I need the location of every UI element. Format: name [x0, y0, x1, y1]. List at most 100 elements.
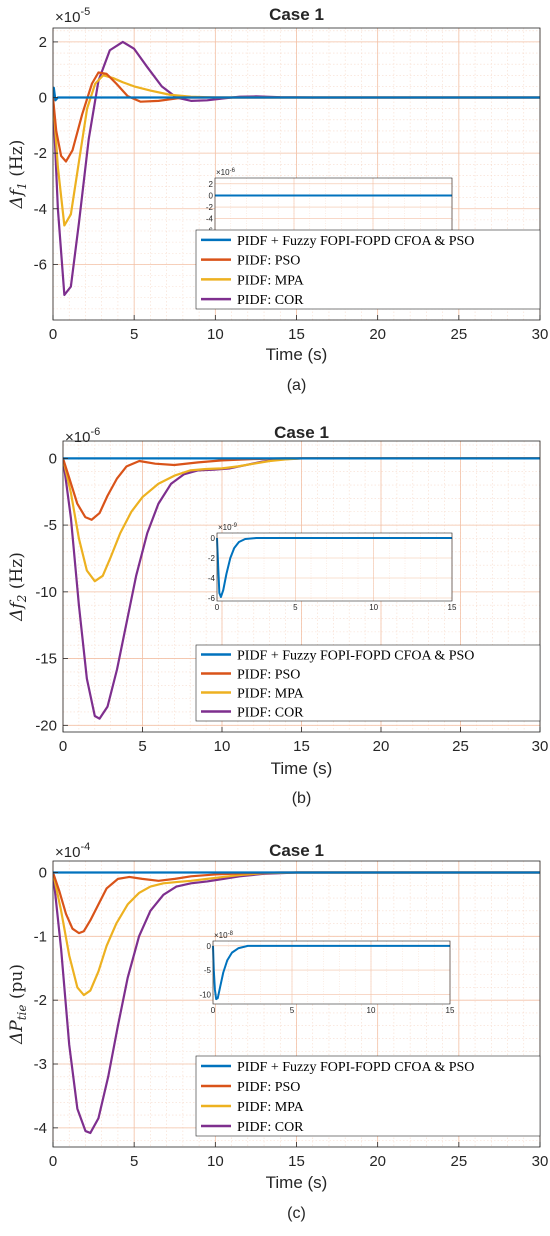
y-axis-label: Δf1 (Hz)	[7, 140, 29, 210]
y-tick-label: -2	[34, 992, 47, 1009]
y-tick-label: 0	[39, 864, 47, 881]
inset-exponent: ×10-9	[218, 523, 238, 532]
y-tick-label: -1	[34, 928, 47, 945]
inset-y-tick-label: -5	[204, 966, 212, 975]
y-exponent: ×10-6	[65, 426, 100, 446]
x-tick-label: 25	[450, 1153, 467, 1170]
series-group	[53, 871, 540, 1135]
y-tick-label: -3	[34, 1056, 47, 1073]
legend: PIDF + Fuzzy FOPI-FOPD CFOA & PSO PIDF: P…	[195, 644, 541, 722]
inset-box	[212, 940, 451, 1005]
panel-1: 0 5 10 15 20 25 300-5-10-15-20×10-6 Case 1Time …	[7, 423, 548, 807]
series-line-1	[53, 71, 540, 163]
legend-entry-0: PIDF + Fuzzy FOPI-FOPD CFOA & PSO	[237, 1060, 474, 1075]
inset-exponent: ×10-6	[216, 168, 236, 177]
inset-series-line	[212, 944, 450, 1001]
inset-plot: 0-5-100 5 10 15×10-8	[199, 931, 455, 1015]
legend: PIDF + Fuzzy FOPI-FOPD CFOA & PSO PIDF: P…	[195, 229, 541, 310]
x-tick-label: 0	[59, 738, 67, 755]
x-tick-label: 20	[373, 738, 390, 755]
y-tick-label: -15	[35, 651, 57, 668]
panel-caption: (c)	[287, 1205, 306, 1222]
series-line-3	[53, 871, 540, 1135]
inset-exponent: ×10-8	[214, 931, 234, 940]
legend-entry-1: PIDF: PSO	[237, 668, 300, 683]
inset-y-tick-label: -2	[206, 203, 214, 212]
y-tick-label: 2	[39, 34, 47, 51]
inset-area	[213, 941, 450, 1004]
x-tick-label: 5	[138, 738, 146, 755]
x-axis-label: Time (s)	[266, 1173, 328, 1192]
legend-entry-3: PIDF: COR	[237, 706, 304, 721]
inset-series-line	[216, 537, 452, 598]
y-tick-label: 0	[39, 90, 47, 107]
legend-entry-0: PIDF + Fuzzy FOPI-FOPD CFOA & PSO	[237, 234, 474, 249]
series-line-2	[53, 871, 540, 997]
chart-title: Case 1	[269, 5, 324, 24]
inset-x-tick-label: 0	[215, 603, 220, 612]
x-tick-label: 10	[207, 326, 224, 343]
panel-caption: (a)	[287, 377, 307, 394]
y-tick-label: -10	[35, 584, 57, 601]
inset-y-tick-label: 0	[207, 942, 212, 951]
inset-y-tick-label: -2	[208, 554, 216, 563]
panel-2: 0 5 10 15 20 25 30 0 -1 -2 -3 -4 ×10-4 Case 1 Time (s)…	[7, 841, 548, 1222]
series-group	[53, 40, 540, 297]
y-tick-label: -4	[34, 201, 47, 218]
y-tick-label: -5	[44, 517, 57, 534]
x-tick-label: 0	[49, 1153, 57, 1170]
legend-entry-1: PIDF: PSO	[237, 1080, 300, 1095]
y-axis-label: Δf2 (Hz)	[7, 552, 29, 622]
series-line-0	[53, 86, 540, 102]
inset-y-tick-label: 0	[211, 534, 216, 543]
panel-caption: (b)	[292, 790, 312, 807]
inset-x-tick-label: 5	[290, 1006, 295, 1015]
inset-y-tick-label: -4	[208, 574, 216, 583]
inset-y-tick-label: -6	[208, 594, 216, 603]
legend-entry-1: PIDF: PSO	[237, 254, 300, 269]
chart-title: Case 1	[274, 423, 329, 442]
y-tick-label: -6	[34, 256, 47, 273]
series-group	[63, 457, 540, 720]
legend-entry-3: PIDF: COR	[237, 1120, 304, 1135]
x-tick-label: 0	[49, 326, 57, 343]
inset-y-tick-label: 2	[209, 180, 214, 189]
inset-x-tick-label: 0	[211, 1006, 216, 1015]
inset-x-tick-label: 10	[367, 1006, 376, 1015]
legend: PIDF + Fuzzy FOPI-FOPD CFOA & PSO PIDF: P…	[195, 1055, 541, 1137]
x-tick-label: 30	[532, 326, 549, 343]
inset-y-tick-label: -10	[199, 990, 211, 999]
y-exponent: ×10-5	[55, 6, 90, 26]
legend-entry-2: PIDF: MPA	[237, 1100, 305, 1115]
x-axis-label: Time (s)	[266, 345, 328, 364]
legend-box	[195, 644, 541, 722]
x-tick-label: 5	[130, 1153, 138, 1170]
x-tick-label: 10	[214, 738, 231, 755]
series-line-2	[63, 457, 540, 583]
legend-entry-0: PIDF + Fuzzy FOPI-FOPD CFOA & PSO	[237, 649, 474, 664]
y-tick-label: -4	[34, 1120, 47, 1137]
legend-entry-2: PIDF: MPA	[237, 687, 305, 702]
legend-box	[195, 229, 541, 310]
y-axis-label: ΔPtie (pu)	[7, 964, 29, 1045]
x-tick-label: 30	[532, 1153, 549, 1170]
legend-entry-3: PIDF: COR	[237, 293, 304, 308]
y-exponent: ×10-4	[55, 841, 90, 861]
inset-area	[217, 533, 452, 601]
x-tick-label: 30	[532, 738, 549, 755]
inset-x-tick-label: 5	[293, 603, 298, 612]
legend-box	[195, 1055, 541, 1137]
y-tick-label: -20	[35, 717, 57, 734]
x-tick-label: 10	[207, 1153, 224, 1170]
x-tick-label: 20	[369, 1153, 386, 1170]
x-tick-label: 15	[288, 1153, 305, 1170]
inset-y-tick-label: 0	[209, 191, 214, 200]
inset-x-tick-label: 10	[369, 603, 378, 612]
x-tick-label: 20	[369, 326, 386, 343]
legend-entry-2: PIDF: MPA	[237, 273, 305, 288]
x-tick-label: 15	[293, 738, 310, 755]
inset-y-tick-label: -4	[206, 215, 214, 224]
x-tick-label: 25	[450, 326, 467, 343]
